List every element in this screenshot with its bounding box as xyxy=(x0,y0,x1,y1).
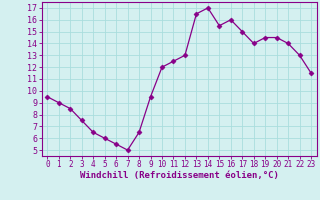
X-axis label: Windchill (Refroidissement éolien,°C): Windchill (Refroidissement éolien,°C) xyxy=(80,171,279,180)
